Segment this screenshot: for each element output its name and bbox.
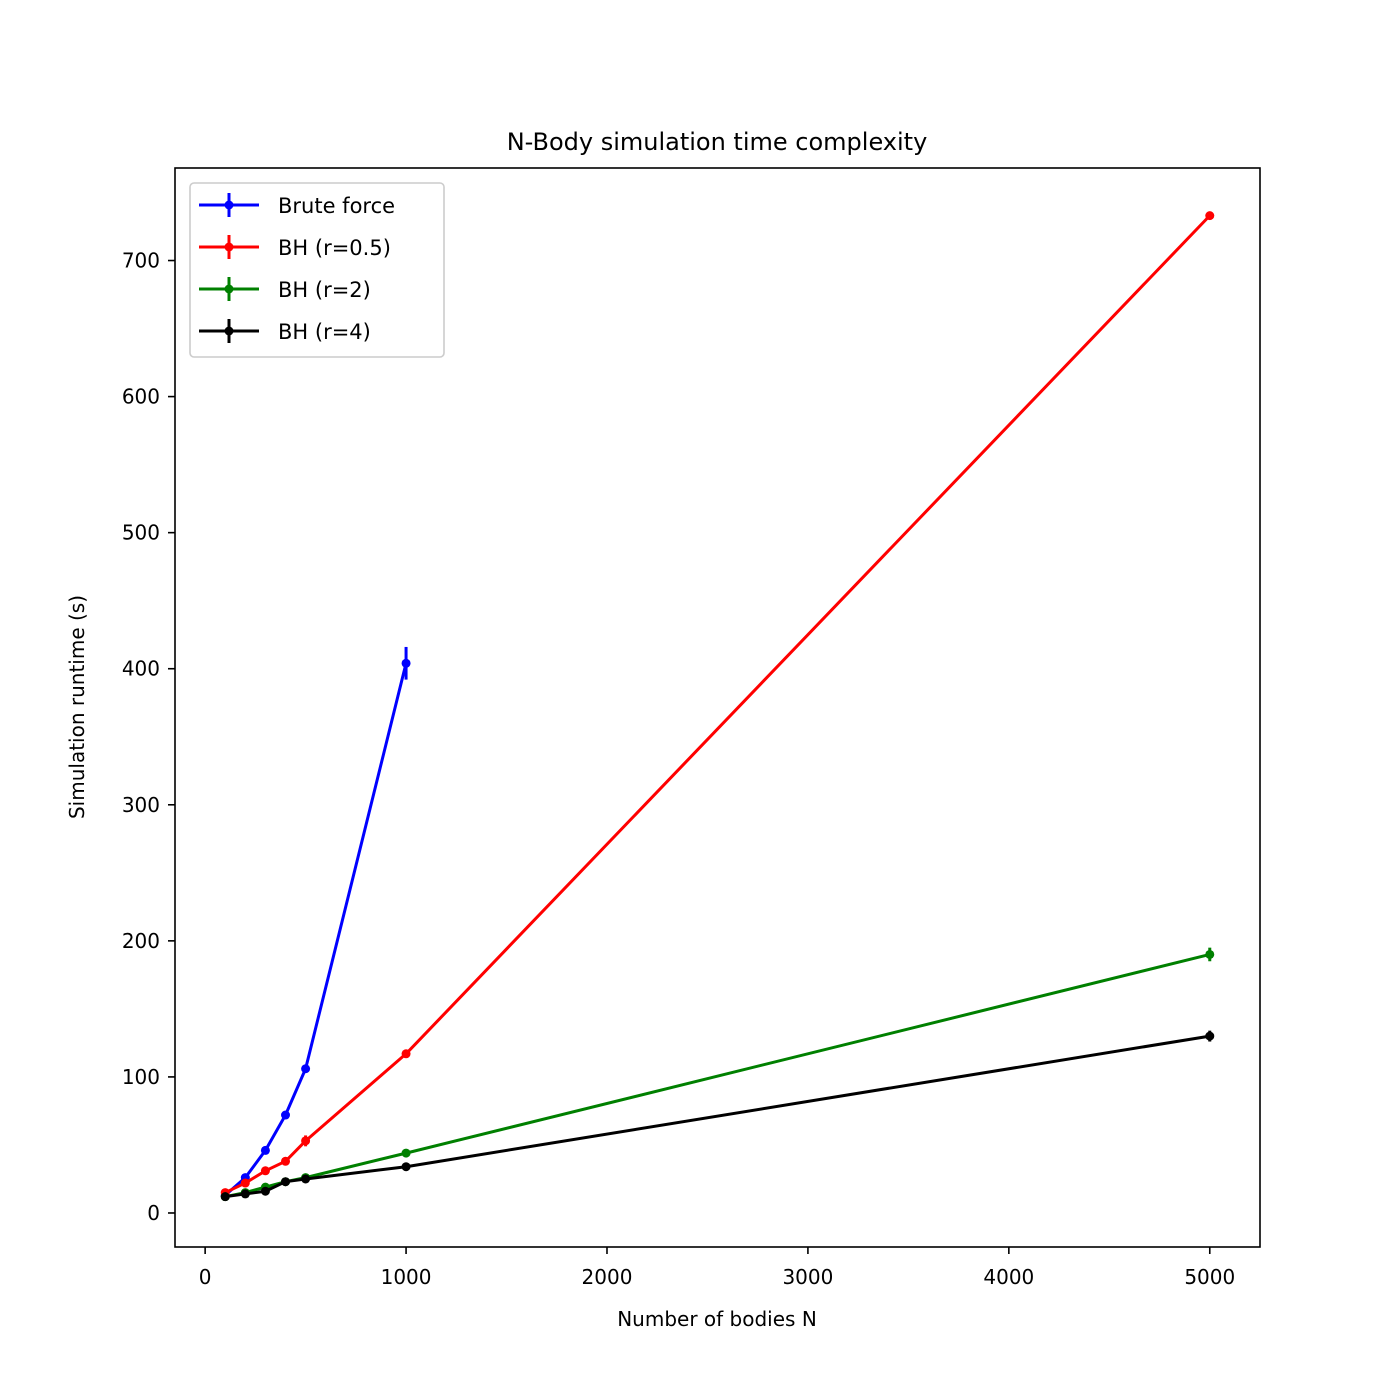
series-1 xyxy=(220,211,1215,1198)
axes-frame xyxy=(174,167,1261,1248)
legend-marker xyxy=(224,284,234,294)
y-axis-label: Simulation runtime (s) xyxy=(65,595,89,819)
y-tick-label: 600 xyxy=(122,385,160,409)
data-point xyxy=(301,1136,311,1146)
data-point xyxy=(1205,1031,1215,1041)
data-point xyxy=(1205,211,1215,221)
data-point xyxy=(401,1049,411,1059)
data-point xyxy=(401,1162,411,1172)
x-tick-label: 4000 xyxy=(983,1265,1034,1289)
chart-title: N-Body simulation time complexity xyxy=(507,128,928,156)
data-point xyxy=(1205,949,1215,959)
x-tick-label: 3000 xyxy=(782,1265,833,1289)
data-point xyxy=(281,1110,291,1120)
data-point xyxy=(281,1177,291,1187)
data-point xyxy=(401,1148,411,1158)
y-tick-label: 200 xyxy=(122,929,160,953)
legend-marker xyxy=(224,200,234,210)
plot-area xyxy=(220,211,1215,1202)
legend-label: Brute force xyxy=(278,194,395,218)
y-tick-label: 400 xyxy=(122,657,160,681)
x-tick-label: 1000 xyxy=(381,1265,432,1289)
legend-box xyxy=(189,182,445,358)
x-axis-ticks: 0 1000 2000 3000 4000 5000 xyxy=(199,1247,1235,1289)
legend-marker xyxy=(224,326,234,336)
data-point xyxy=(220,1192,230,1202)
data-point xyxy=(281,1156,291,1166)
data-point xyxy=(301,1174,311,1184)
y-axis-ticks: 0 100 200 300 400 500 600 700 xyxy=(122,249,175,1225)
legend-label: BH (r=2) xyxy=(278,278,371,302)
data-point xyxy=(260,1186,270,1196)
legend-item: BH (r=2) xyxy=(199,277,371,302)
legend-item: Brute force xyxy=(199,193,395,218)
y-tick-label: 100 xyxy=(122,1065,160,1089)
legend-item: BH (r=4) xyxy=(199,319,371,344)
data-point xyxy=(401,658,411,668)
y-tick-label: 500 xyxy=(122,521,160,545)
y-tick-label: 300 xyxy=(122,793,160,817)
series-3 xyxy=(220,1030,1215,1202)
x-tick-label: 5000 xyxy=(1184,1265,1235,1289)
legend-marker xyxy=(224,242,234,252)
x-tick-label: 0 xyxy=(199,1265,212,1289)
legend: Brute force BH (r=0.5) BH (r=2) BH (r=4) xyxy=(189,182,445,358)
y-tick-label: 0 xyxy=(147,1201,160,1225)
x-axis-label: Number of bodies N xyxy=(617,1307,817,1331)
legend-label: BH (r=4) xyxy=(278,320,371,344)
legend-item: BH (r=0.5) xyxy=(199,235,391,260)
data-point xyxy=(260,1166,270,1176)
data-point xyxy=(240,1189,250,1199)
data-point xyxy=(260,1145,270,1155)
y-tick-label: 700 xyxy=(122,249,160,273)
x-tick-label: 2000 xyxy=(582,1265,633,1289)
data-point xyxy=(301,1064,311,1074)
legend-label: BH (r=0.5) xyxy=(278,236,391,260)
data-point xyxy=(240,1178,250,1188)
